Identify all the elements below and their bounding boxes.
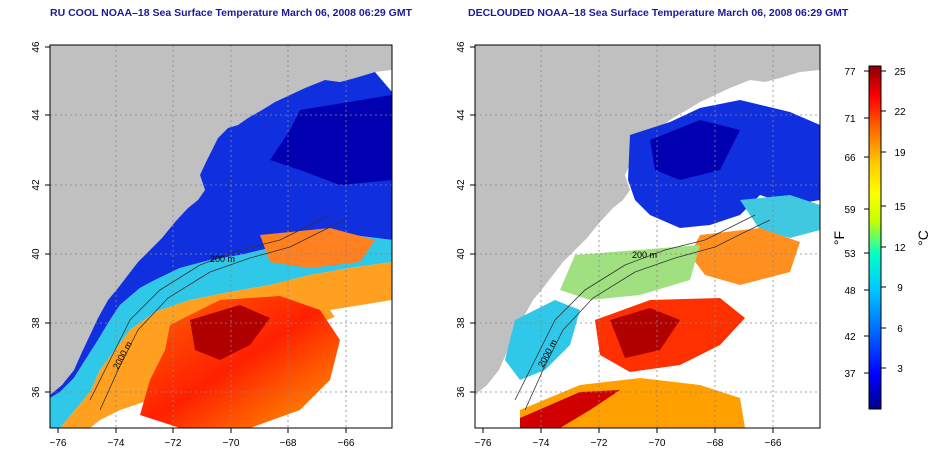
lon-tick: −72 — [165, 438, 182, 449]
cold-core — [650, 120, 740, 180]
warm-core-dark — [610, 308, 680, 358]
lon-tick: −70 — [649, 438, 666, 449]
colorbar: 77 71 66 59 53 48 42 37 25 22 19 15 12 9… — [831, 65, 931, 410]
lon-tick: −66 — [338, 438, 355, 449]
lat-tick: 46 — [31, 41, 42, 53]
lat-axis-left: 36 38 40 42 44 46 — [31, 41, 50, 398]
cloud-patch — [330, 300, 392, 428]
lat-tick: 42 — [456, 179, 467, 191]
contour-200m — [89, 214, 331, 401]
colorbar-f-tick: 48 — [844, 286, 856, 297]
contour-2000m — [99, 219, 346, 411]
colorbar-c-ticks: 25 22 19 15 12 9 6 3 — [881, 67, 906, 375]
colorbar-c-tick: 3 — [897, 364, 903, 375]
lat-tick: 38 — [31, 317, 42, 329]
colorbar-f-tick: 59 — [844, 205, 856, 216]
contour-200m — [514, 214, 756, 401]
lon-axis-right-map: −76 −74 −72 −70 −68 −66 — [475, 428, 782, 449]
colorbar-c-tick: 9 — [897, 283, 903, 294]
colorbar-f-tick: 37 — [844, 369, 856, 380]
graticule — [475, 45, 820, 428]
colorbar-c-tick: 19 — [894, 148, 906, 159]
lon-tick: −74 — [108, 438, 125, 449]
map-title-left: RU COOL NOAA–18 Sea Surface Temperature … — [50, 7, 413, 19]
lat-tick: 36 — [31, 386, 42, 398]
lat-tick: 40 — [31, 248, 42, 260]
colorbar-f-tick: 42 — [844, 332, 856, 343]
colorbar-c-unit: °C — [915, 230, 931, 246]
lat-tick: 44 — [456, 109, 467, 121]
lat-tick: 46 — [456, 41, 467, 53]
lat-axis-right-map: 36 38 40 42 44 46 — [456, 41, 475, 398]
colorbar-f-tick: 66 — [844, 153, 856, 164]
gulf-stream-core — [520, 390, 620, 428]
lat-tick: 44 — [31, 109, 42, 121]
map-right: 200 m 2000 m — [475, 45, 820, 428]
lon-axis-left: −76 −74 −72 −70 −68 −66 — [50, 428, 355, 449]
colorbar-c-tick: 6 — [897, 324, 903, 335]
warm-eddy — [690, 228, 800, 285]
graticule — [50, 45, 392, 428]
colorbar-c-tick: 12 — [894, 243, 906, 254]
lon-tick: −72 — [591, 438, 608, 449]
warm-core — [140, 296, 340, 428]
colorbar-f-tick: 71 — [844, 114, 856, 125]
lon-tick: −68 — [280, 438, 297, 449]
lon-tick: −74 — [533, 438, 550, 449]
colorbar-c-tick: 15 — [894, 202, 906, 213]
land-mass — [475, 45, 820, 395]
nearshore-water — [505, 300, 580, 380]
transition-water — [560, 245, 700, 300]
warm-eddy — [260, 228, 375, 268]
lon-tick: −68 — [707, 438, 724, 449]
lon-tick: −76 — [50, 438, 67, 449]
colorbar-f-tick: 77 — [844, 67, 856, 78]
land-mass — [50, 45, 392, 395]
lat-tick: 42 — [31, 179, 42, 191]
lon-tick: −66 — [765, 438, 782, 449]
lat-tick: 38 — [456, 317, 467, 329]
lon-tick: −76 — [475, 438, 492, 449]
colorbar-f-unit: °F — [831, 231, 847, 245]
colorbar-f-tick: 53 — [844, 249, 856, 260]
lat-tick: 36 — [456, 386, 467, 398]
map-title-right: DECLOUDED NOAA–18 Sea Surface Temperatur… — [468, 7, 849, 19]
shelf-water — [740, 195, 820, 238]
map-frame-right — [474, 44, 821, 429]
lat-tick: 40 — [456, 248, 467, 260]
colorbar-f-ticks: 77 71 66 59 53 48 42 37 — [844, 67, 869, 380]
warm-core-dark — [190, 305, 270, 360]
cold-core — [270, 95, 392, 185]
contour-2000m — [524, 219, 771, 411]
contour-label-200m: 200 m — [632, 250, 657, 260]
colorbar-ramp — [868, 65, 882, 410]
map-frame-left — [49, 44, 393, 429]
lon-tick: −70 — [223, 438, 240, 449]
colorbar-c-tick: 22 — [894, 107, 906, 118]
contour-label-200m: 200 m — [210, 254, 235, 264]
map-left: 200 m 2000 m — [50, 45, 392, 428]
colorbar-c-tick: 25 — [894, 67, 906, 78]
